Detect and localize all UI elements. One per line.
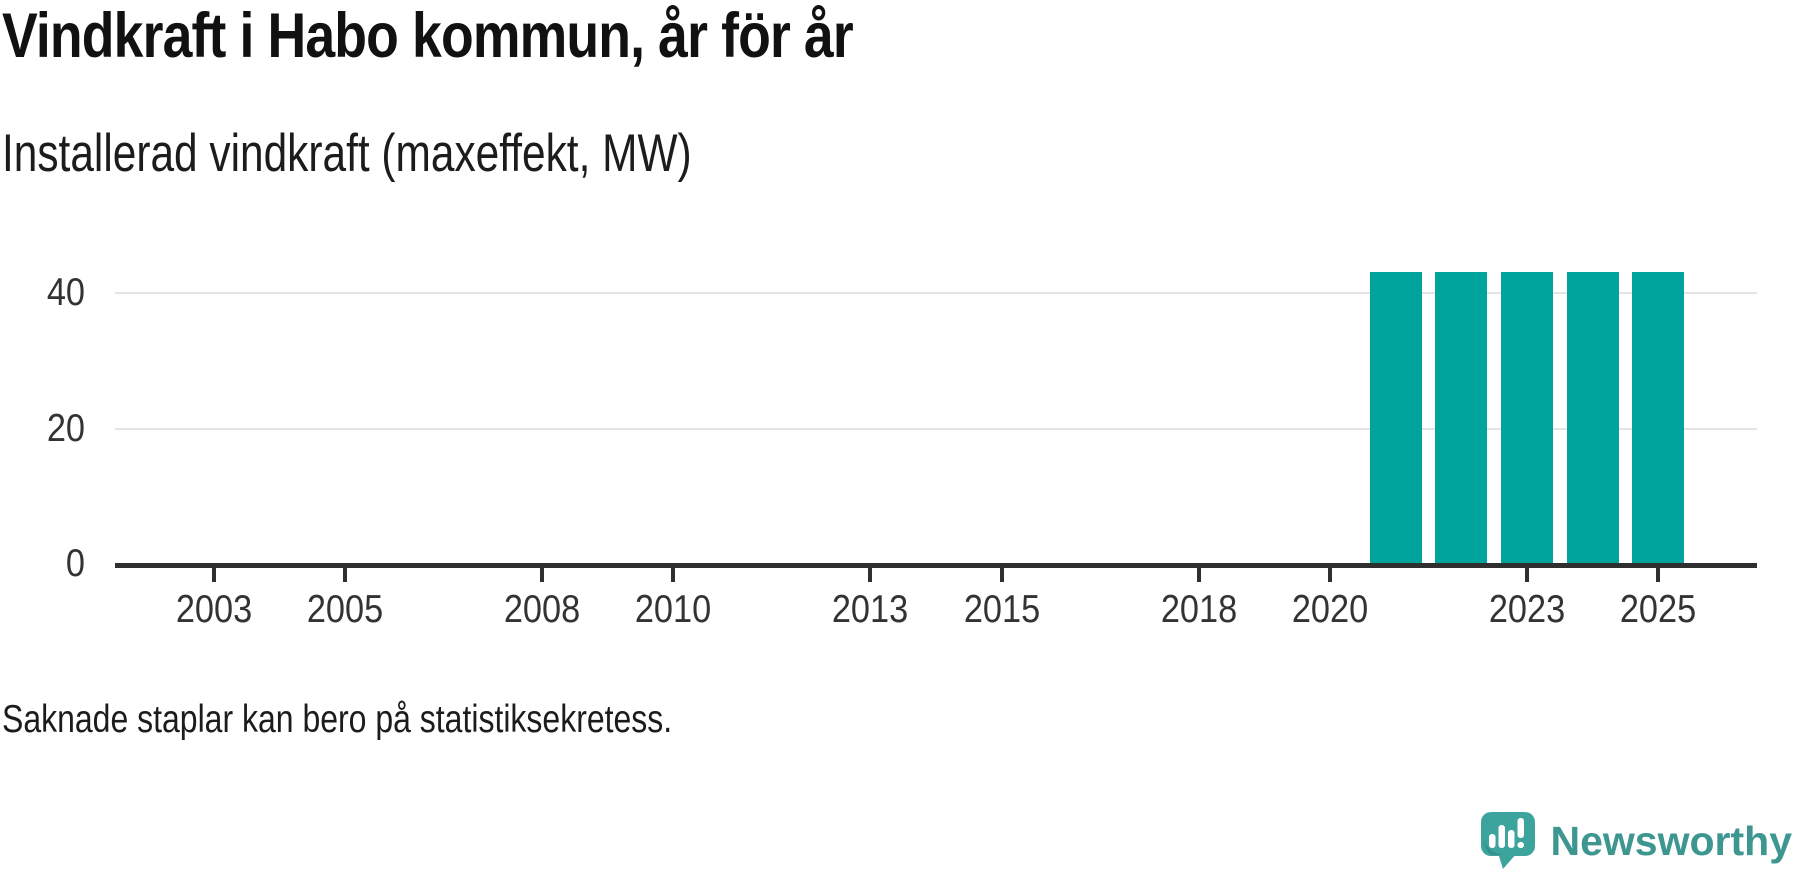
bar-2024 (1566, 271, 1619, 563)
x-tick-2005 (342, 568, 347, 582)
x-tick-2025 (1656, 568, 1661, 582)
x-axis-label-2003: 2003 (175, 588, 252, 631)
x-tick-2003 (211, 568, 216, 582)
x-axis-label-2008: 2008 (503, 588, 581, 631)
x-tick-2010 (671, 568, 676, 582)
y-axis-label-40: 40 (46, 271, 85, 314)
y-axis-label-0: 0 (65, 542, 85, 585)
speech-bubble-bar-chart-icon (1480, 812, 1535, 869)
bar-2025 (1632, 271, 1685, 563)
newsworthy-logo: Newsworthy (1480, 812, 1793, 870)
x-axis-label-2020: 2020 (1291, 588, 1369, 631)
x-tick-2020 (1328, 568, 1333, 582)
x-axis-label-2018: 2018 (1160, 588, 1237, 631)
chart-title: Vindkraft i Habo kommun, år för år (2, 1, 854, 71)
newsworthy-wordmark: Newsworthy (1550, 818, 1793, 864)
x-axis-line (115, 563, 1757, 568)
chart-subtitle: Installerad vindkraft (maxeffekt, MW) (2, 124, 692, 183)
x-tick-2008 (539, 568, 544, 582)
x-axis-label-2010: 2010 (635, 588, 712, 631)
x-axis-label-2015: 2015 (963, 588, 1040, 631)
x-axis-label-2025: 2025 (1620, 588, 1697, 631)
bar-2023 (1501, 271, 1554, 563)
x-axis-label-2023: 2023 (1488, 588, 1566, 631)
x-tick-2015 (999, 568, 1004, 582)
x-axis-label-2005: 2005 (306, 588, 384, 631)
gridline-40 (115, 292, 1757, 294)
bar-2021 (1369, 271, 1422, 563)
gridline-20 (115, 427, 1757, 430)
x-tick-2023 (1525, 568, 1530, 582)
y-axis-label-20: 20 (46, 406, 85, 450)
x-tick-2013 (868, 568, 873, 582)
chart-footnote: Saknade staplar kan bero på statistiksek… (2, 698, 673, 741)
bar-2022 (1435, 271, 1488, 563)
x-tick-2018 (1196, 568, 1201, 582)
x-axis-label-2013: 2013 (832, 588, 909, 631)
